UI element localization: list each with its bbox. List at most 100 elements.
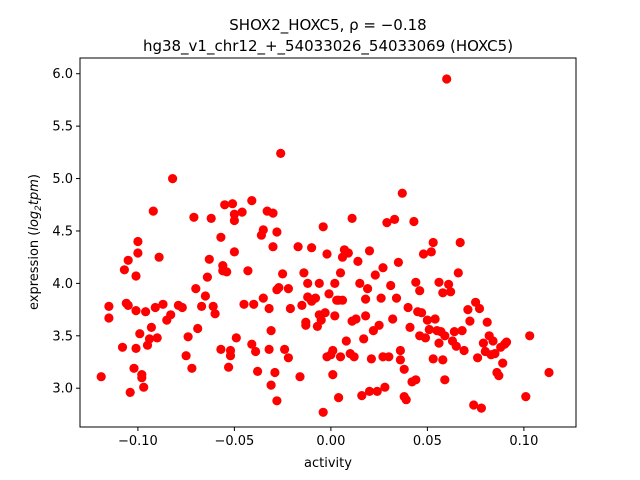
scatter-point xyxy=(415,286,425,296)
scatter-point xyxy=(299,268,309,278)
scatter-point xyxy=(501,337,512,347)
scatter-point xyxy=(349,352,359,362)
scatter-point xyxy=(177,302,187,313)
scatter-point xyxy=(303,278,313,288)
scatter-point xyxy=(141,307,151,317)
y-axis-label-tpm: tpm xyxy=(27,179,42,205)
scatter-point xyxy=(229,215,239,226)
scatter-point xyxy=(293,242,303,252)
scatter-point xyxy=(191,284,201,294)
scatter-point xyxy=(131,271,141,281)
scatter-point xyxy=(405,322,415,332)
x-axis-ticks: −0.10 −0.05 0.00 0.05 0.10 xyxy=(118,427,538,449)
scatter-point xyxy=(444,279,454,289)
scatter-point xyxy=(133,248,143,258)
scatter-point xyxy=(465,316,475,326)
scatter-point xyxy=(415,331,425,341)
scatter-point xyxy=(401,395,411,405)
scatter-point xyxy=(200,291,210,301)
scatter-point xyxy=(253,366,263,376)
scatter-point xyxy=(266,380,276,390)
scatter-point xyxy=(376,293,386,303)
scatter-point xyxy=(310,293,321,303)
plot-frame xyxy=(79,57,577,428)
scatter-point xyxy=(301,317,311,327)
scatter-point xyxy=(123,300,133,310)
scatter-point xyxy=(268,242,278,252)
scatter-point xyxy=(451,341,461,351)
scatter-point xyxy=(216,344,226,354)
scatter-point xyxy=(473,353,483,363)
scatter-point xyxy=(210,309,220,319)
scatter-point xyxy=(355,278,365,288)
scatter-point xyxy=(258,293,268,303)
scatter-point xyxy=(476,403,486,413)
scatter-point xyxy=(322,249,332,259)
scatter-point xyxy=(347,213,357,223)
scatter-point xyxy=(224,362,234,372)
scatter-point xyxy=(264,303,274,314)
y-tick-label: 5.5 xyxy=(52,120,73,135)
scatter-point xyxy=(148,206,158,216)
scatter-point xyxy=(386,280,396,291)
scatter-point xyxy=(440,375,450,385)
scatter-point xyxy=(146,322,156,332)
scatter-point xyxy=(335,268,346,278)
scatter-point xyxy=(393,257,403,267)
scatter-point xyxy=(478,338,488,348)
scatter-point xyxy=(330,311,340,321)
scatter-point xyxy=(337,295,348,305)
scatter-point xyxy=(388,314,398,324)
scatter-point xyxy=(330,278,340,288)
scatter-point xyxy=(283,284,293,294)
scatter-point xyxy=(442,74,452,84)
scatter-point xyxy=(351,314,361,324)
scatter-point xyxy=(193,323,203,334)
scatter-point xyxy=(361,311,371,321)
scatter-point xyxy=(403,302,413,313)
scatter-point xyxy=(525,331,535,341)
scatter-point xyxy=(434,338,444,348)
y-tick-label: 6.0 xyxy=(52,67,73,82)
scatter-point xyxy=(270,367,280,378)
x-tick-label: 0.10 xyxy=(509,434,538,449)
scatter-point xyxy=(276,148,286,158)
scatter-point xyxy=(320,308,330,318)
scatter-point xyxy=(243,266,253,276)
scatter-point xyxy=(372,386,382,396)
scatter-point xyxy=(417,308,427,318)
scatter-point xyxy=(490,349,500,359)
scatter-point xyxy=(268,208,278,218)
scatter-point xyxy=(274,283,284,293)
scatter-point xyxy=(463,305,473,315)
scatter-point xyxy=(378,263,388,273)
scatter-point xyxy=(125,387,135,397)
x-tick-label: −0.10 xyxy=(118,434,158,449)
scatter-point xyxy=(438,288,448,298)
scatter-point xyxy=(197,301,207,311)
scatter-point xyxy=(135,329,145,339)
scatter-point xyxy=(247,196,257,206)
scatter-point xyxy=(137,370,147,380)
scatter-point xyxy=(168,174,178,184)
x-tick-label: 0.05 xyxy=(413,434,442,449)
scatter-point xyxy=(272,227,282,237)
scatter-point xyxy=(251,346,261,357)
scatter-point xyxy=(440,331,450,341)
y-tick-label: 3.5 xyxy=(52,329,73,344)
scatter-point xyxy=(359,334,369,344)
scatter-points xyxy=(96,74,554,417)
scatter-point xyxy=(395,345,405,356)
scatter-point xyxy=(278,269,288,279)
scatter-point xyxy=(297,300,307,310)
scatter-point xyxy=(237,207,247,217)
scatter-point xyxy=(341,336,351,346)
scatter-point xyxy=(222,267,232,277)
scatter-point xyxy=(202,272,212,282)
scatter-point xyxy=(544,367,554,378)
scatter-point xyxy=(144,334,155,344)
scatter-point xyxy=(307,243,317,253)
scatter-point xyxy=(229,247,239,257)
x-tick-label: 0.00 xyxy=(316,434,345,449)
